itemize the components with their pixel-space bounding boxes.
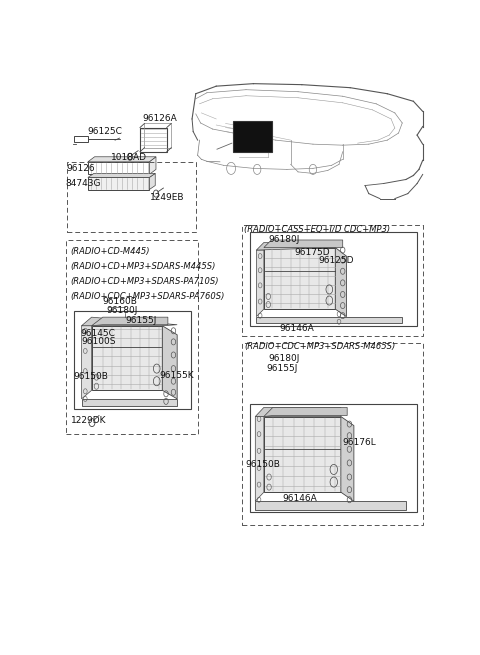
Text: 96125D: 96125D [319,255,354,265]
Bar [66,240,198,434]
Text: 96146A: 96146A [282,494,317,503]
Text: 96146A: 96146A [279,324,314,333]
Polygon shape [162,326,177,399]
Polygon shape [255,501,406,510]
Polygon shape [264,240,343,248]
Text: 96126A: 96126A [143,115,177,123]
Polygon shape [341,417,354,501]
Polygon shape [88,174,155,178]
Polygon shape [149,157,156,174]
Bar [233,121,272,152]
Bar [250,233,417,326]
Text: 96100S: 96100S [82,337,116,346]
Polygon shape [255,417,264,501]
Bar [88,162,149,174]
Bar [242,225,423,336]
Polygon shape [256,316,402,323]
Bar [74,310,192,409]
Bar [67,162,196,233]
Polygon shape [82,399,177,406]
Text: (RADIO+CASS+EQ+I/D CDC+MP3): (RADIO+CASS+EQ+I/D CDC+MP3) [244,225,390,234]
Bar [250,404,417,512]
Polygon shape [88,157,156,162]
Text: 96150B: 96150B [73,371,108,381]
Text: 84743G: 84743G [66,179,101,188]
Text: 96180J: 96180J [107,306,138,315]
Text: 96126: 96126 [67,164,96,173]
Text: 96176L: 96176L [343,438,376,447]
Polygon shape [264,248,335,309]
Polygon shape [255,407,341,417]
Polygon shape [264,417,341,492]
Text: 96155K: 96155K [160,371,194,380]
Polygon shape [256,250,264,316]
Bar [144,124,171,147]
Text: 1018AD: 1018AD [111,153,147,162]
Polygon shape [264,407,347,417]
Bar [242,343,423,525]
Polygon shape [335,248,347,316]
Text: (RADIO+CD+MP3+SDARS-M445S): (RADIO+CD+MP3+SDARS-M445S) [71,262,216,271]
Polygon shape [92,326,162,390]
Bar [74,136,87,142]
Polygon shape [82,326,92,399]
Text: (RADIO+CD-M445): (RADIO+CD-M445) [71,246,150,255]
Bar [140,128,167,152]
Polygon shape [92,317,168,326]
Polygon shape [82,317,177,326]
Text: 96175D: 96175D [294,248,330,257]
Text: 96125C: 96125C [87,126,122,136]
Text: 1249EB: 1249EB [150,193,184,202]
Text: 96150B: 96150B [245,460,280,469]
Text: 96180J: 96180J [268,354,300,362]
Polygon shape [256,242,335,250]
Text: 96145C: 96145C [81,329,115,338]
Text: (RADIO+CD+MP3+SDARS-PA710S): (RADIO+CD+MP3+SDARS-PA710S) [71,277,219,286]
Polygon shape [149,174,155,189]
Text: 1229DK: 1229DK [71,416,107,425]
Text: (RADIO+CDC+MP3+SDARS-M465S): (RADIO+CDC+MP3+SDARS-M465S) [244,343,396,352]
Bar [88,178,149,189]
Text: 96155J: 96155J [266,364,298,373]
Text: 96160B: 96160B [103,297,138,306]
Text: (RADIO+CDC+MP3+SDARS-PA760S): (RADIO+CDC+MP3+SDARS-PA760S) [71,292,225,301]
Text: 96155J: 96155J [125,316,156,325]
Text: 96180J: 96180J [268,236,300,244]
